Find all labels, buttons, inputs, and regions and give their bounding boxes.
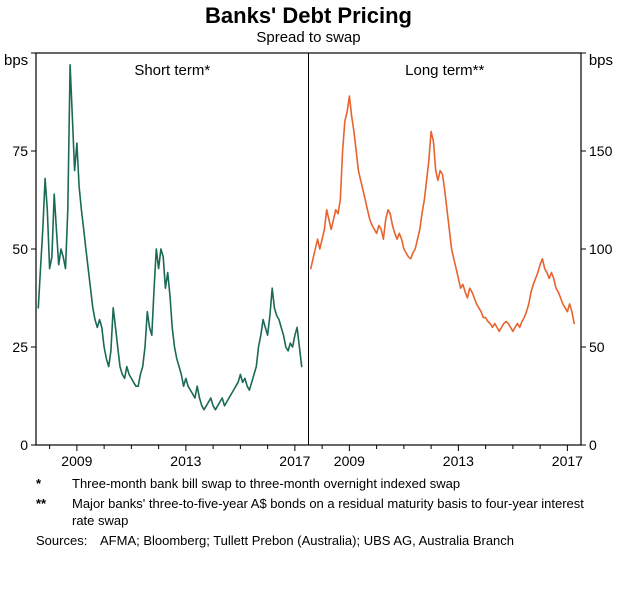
sources-label: Sources:	[36, 532, 88, 548]
svg-text:2017: 2017	[552, 453, 583, 469]
svg-text:2009: 2009	[334, 453, 365, 469]
footnote-row: ** Major banks' three-to-five-year A$ bo…	[36, 496, 605, 530]
svg-text:bps: bps	[589, 52, 613, 69]
svg-text:25: 25	[12, 339, 28, 355]
svg-text:bps: bps	[4, 52, 28, 69]
svg-text:50: 50	[12, 241, 28, 257]
svg-text:75: 75	[12, 143, 28, 159]
svg-text:Short term*: Short term*	[134, 62, 210, 79]
svg-text:150: 150	[589, 143, 613, 159]
svg-text:2009: 2009	[61, 453, 92, 469]
footnotes: * Three-month bank bill swap to three-mo…	[0, 471, 617, 550]
svg-text:2013: 2013	[170, 453, 201, 469]
footnote-row: * Three-month bank bill swap to three-mo…	[36, 476, 605, 493]
footnote-marker: **	[36, 496, 47, 512]
svg-text:0: 0	[589, 437, 597, 453]
sources-row: Sources: AFMA; Bloomberg; Tullett Prebon…	[36, 533, 605, 550]
svg-text:Long term**: Long term**	[405, 62, 484, 79]
page-title: Banks' Debt Pricing	[205, 3, 412, 28]
svg-text:100: 100	[589, 241, 613, 257]
footnote-text: Three-month bank bill swap to three-mont…	[72, 476, 461, 492]
page-subtitle: Spread to swap	[256, 29, 361, 47]
footnote-text: Major banks' three-to-five-year A$ bonds…	[72, 496, 584, 529]
svg-text:2013: 2013	[443, 453, 474, 469]
footnote-marker: *	[36, 476, 42, 492]
svg-text:2017: 2017	[279, 453, 310, 469]
svg-text:50: 50	[589, 339, 605, 355]
dual-panel-line-chart: Short term* 0 25 50 75 2009 2013 2017 Long term*…	[4, 52, 613, 469]
svg-text:0: 0	[20, 437, 28, 453]
sources-text: AFMA; Bloomberg; Tullett Prebon (Austral…	[100, 532, 515, 548]
